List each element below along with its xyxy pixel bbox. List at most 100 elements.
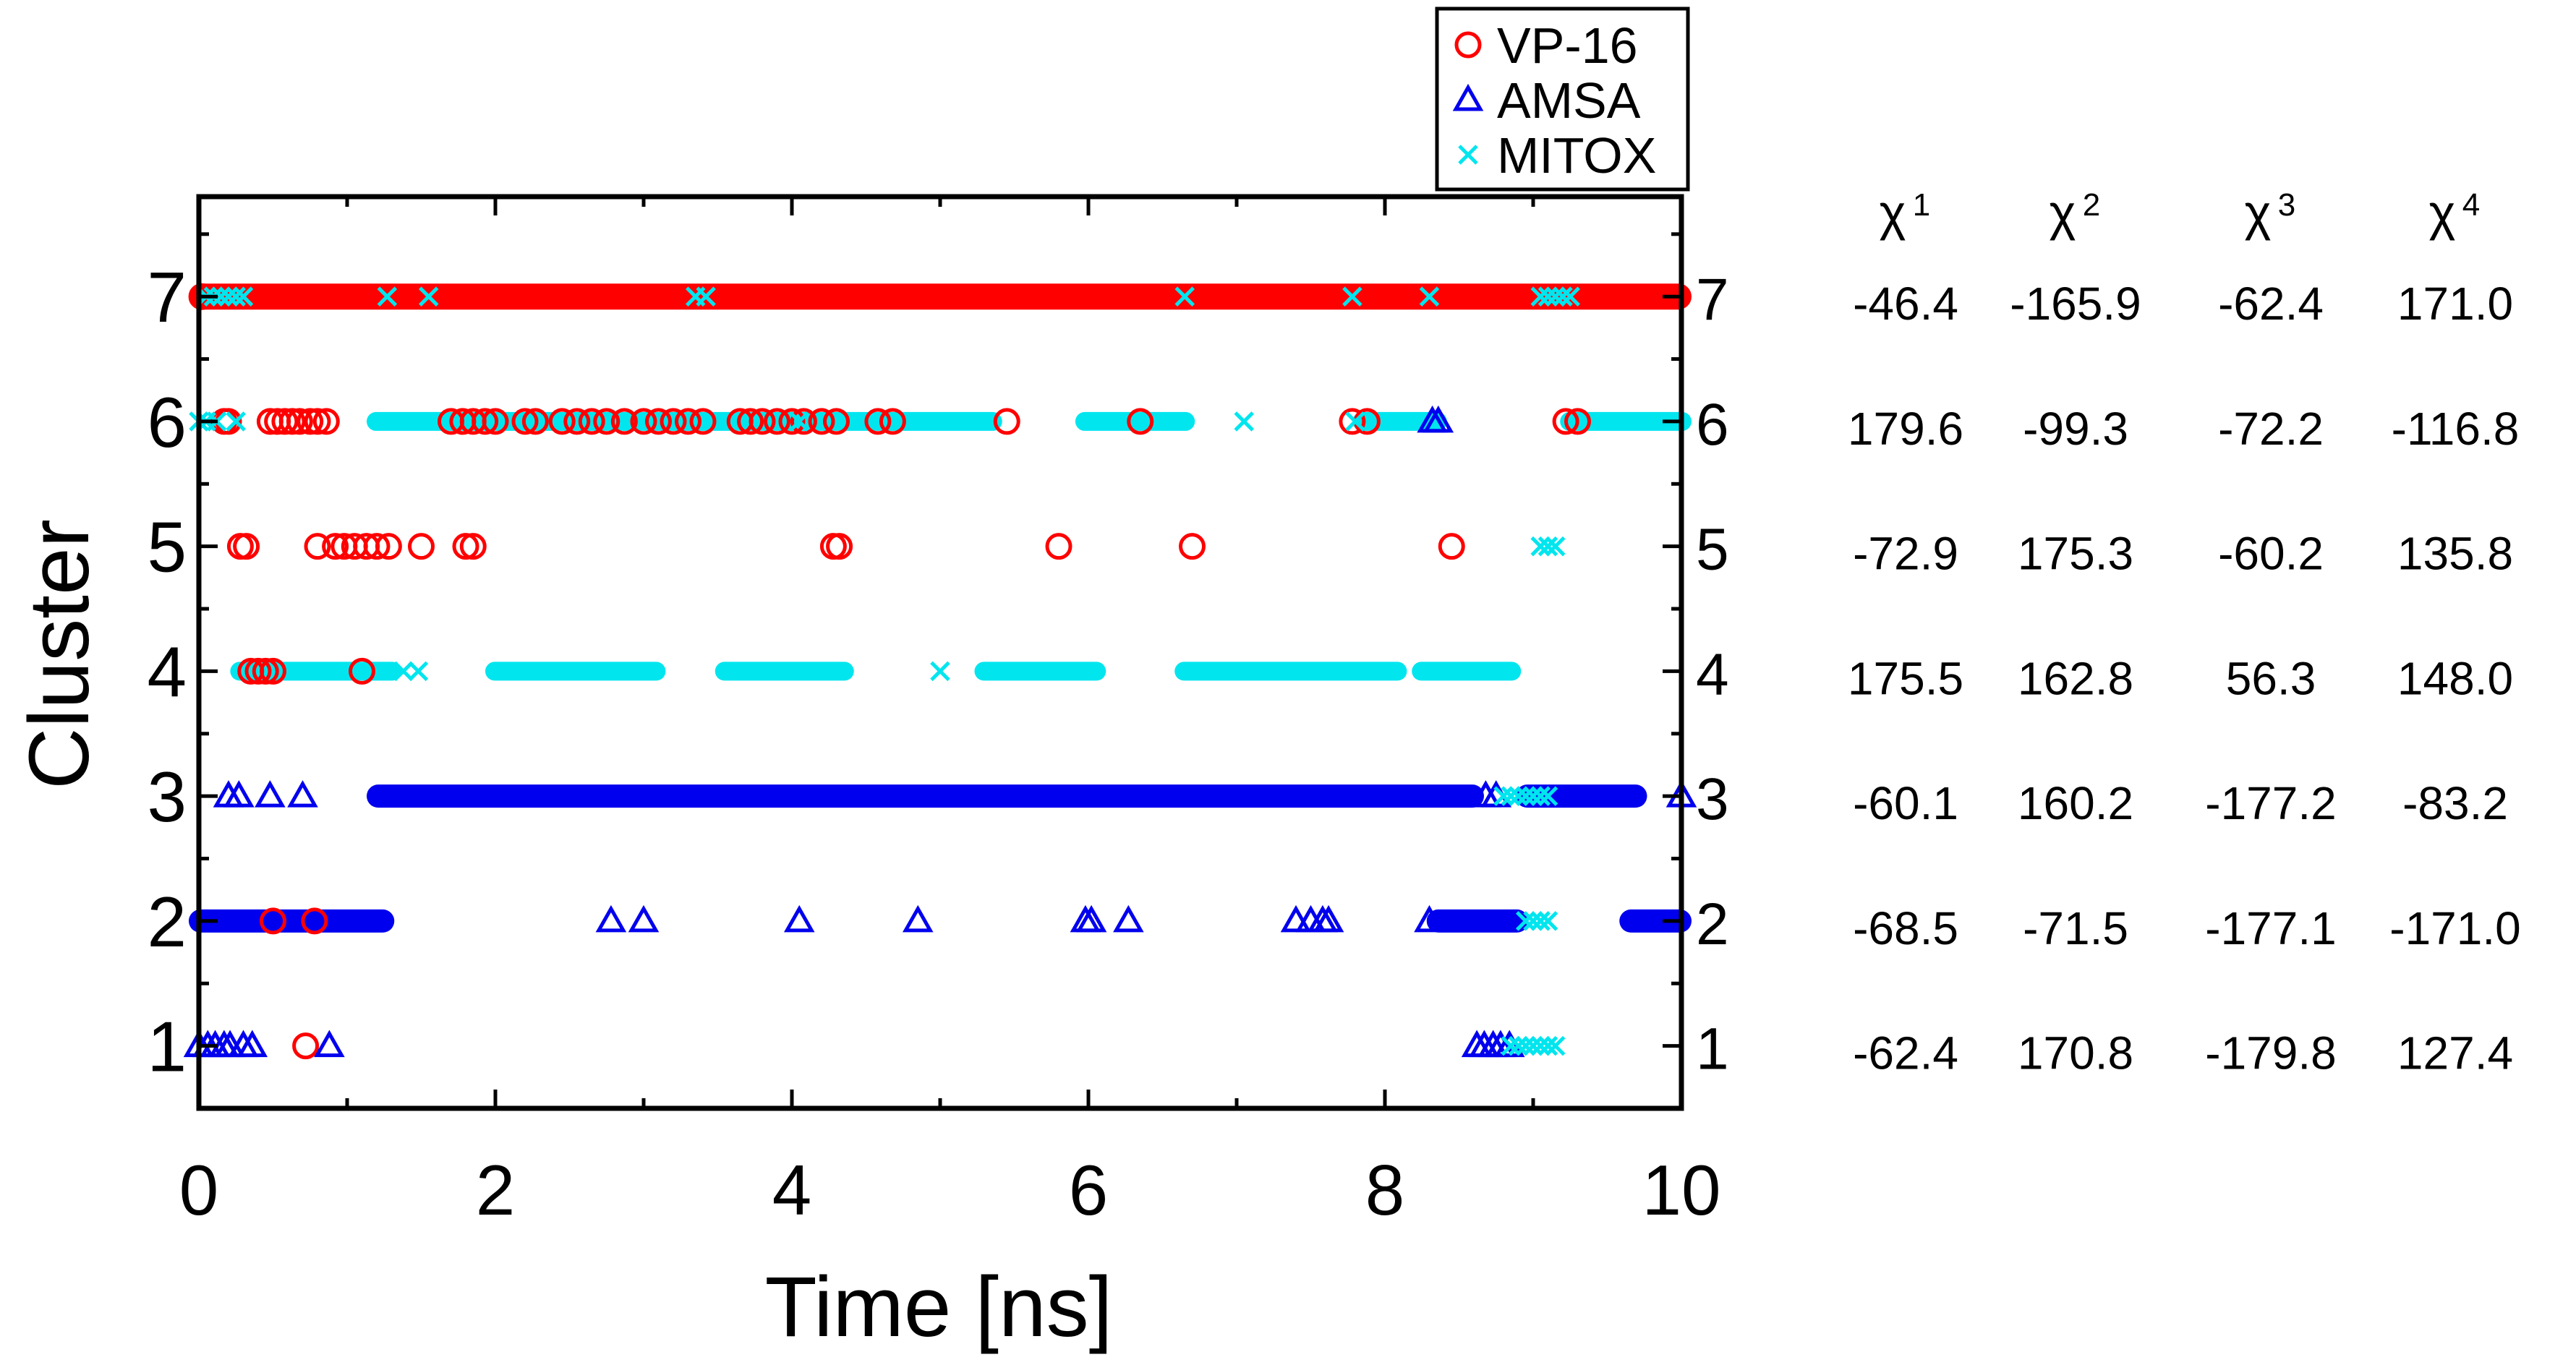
- vp-16-point: [1045, 533, 1072, 560]
- x-tick-label: 10: [1642, 1150, 1720, 1230]
- vp-16-point: [278, 408, 306, 435]
- vp-16-point: [233, 533, 260, 560]
- mitox-point: [233, 286, 254, 307]
- dihedral-value: -60.1: [1853, 777, 1958, 829]
- dihedral-value: -177.2: [2205, 777, 2336, 829]
- vp-16-point: [322, 533, 349, 560]
- vp-16-point: [879, 408, 906, 435]
- mitox-point: [1545, 1035, 1566, 1056]
- mitox-point: [1560, 286, 1581, 307]
- mitox-point: [1493, 786, 1514, 806]
- dihedral-value: 160.2: [2018, 777, 2133, 829]
- mitox-point: [1515, 911, 1536, 931]
- mitox-point: [696, 286, 716, 307]
- mitox-point: [1419, 286, 1440, 307]
- right-y-tick-label: 7: [1696, 267, 1729, 333]
- mitox-band: [485, 662, 666, 681]
- dihedral-value: 56.3: [2226, 652, 2316, 704]
- mitox-point: [930, 661, 950, 682]
- vp-16-point: [563, 408, 591, 435]
- amsa-point: [783, 904, 815, 933]
- vp-16-point: [790, 408, 817, 435]
- mitox-point: [1515, 786, 1536, 806]
- vp-16-point: [244, 657, 272, 685]
- vp-16-point: [1127, 408, 1154, 435]
- dihedral-value: -46.4: [1853, 278, 1958, 330]
- y-tick-label: 6: [147, 382, 187, 462]
- amsa-point: [1113, 904, 1144, 933]
- vp-16-point: [630, 408, 657, 435]
- vp-16-point: [1564, 408, 1591, 435]
- legend-label-mitox: MITOX: [1497, 127, 1656, 184]
- mitox-point: [218, 286, 239, 307]
- vp-16-point: [645, 408, 672, 435]
- dihedral-value: -83.2: [2402, 777, 2508, 829]
- mitox-point: [1234, 411, 1255, 432]
- mitox-point: [1508, 786, 1529, 806]
- mitox-band: [1075, 411, 1195, 431]
- vp-16-point: [826, 533, 853, 560]
- amsa-point: [314, 1030, 345, 1058]
- chi-header-1: χ: [1880, 184, 1906, 241]
- mitox-point: [226, 411, 247, 432]
- mitox-point: [377, 286, 398, 307]
- amsa-point: [1280, 904, 1312, 933]
- vp-16-point: [260, 657, 286, 685]
- mitox-point: [1523, 911, 1543, 931]
- mitox-band: [230, 662, 402, 681]
- vp-16-point: [689, 408, 717, 435]
- dihedral-value: 127.4: [2397, 1027, 2513, 1079]
- vp-16-point: [864, 408, 892, 435]
- amsa-point: [236, 1030, 268, 1058]
- vp-16-point: [737, 408, 764, 435]
- vp-16-band: [189, 283, 1692, 310]
- mitox-point: [1545, 286, 1566, 307]
- mitox-band: [1560, 411, 1692, 431]
- plot-frame: [196, 194, 1684, 1111]
- dihedral-value: -60.2: [2218, 528, 2324, 580]
- dihedral-value: -72.2: [2218, 403, 2324, 455]
- dihedral-value: 162.8: [2018, 652, 2133, 704]
- amsa-point: [595, 904, 627, 933]
- mitox-point: [1515, 1035, 1536, 1056]
- mitox-point: [1523, 1035, 1543, 1056]
- mitox-point: [1553, 286, 1573, 307]
- mitox-point: [408, 661, 429, 682]
- vp-16-point: [823, 408, 850, 435]
- dihedral-value: -72.9: [1853, 528, 1958, 580]
- mitox-band: [1412, 662, 1522, 681]
- x-tick-label: 6: [1069, 1150, 1109, 1230]
- mitox-point: [1530, 286, 1551, 307]
- amsa-band: [1426, 909, 1529, 933]
- legend-marker-mitox: [1458, 145, 1478, 165]
- dihedral-value: -99.3: [2023, 403, 2128, 455]
- vp-16-point: [548, 408, 576, 435]
- vp-16-point: [593, 408, 620, 435]
- vp-16-point: [1552, 408, 1579, 435]
- amsa-point: [1414, 904, 1445, 933]
- y-tick-label: 1: [147, 1007, 187, 1087]
- mitox-point: [226, 286, 247, 307]
- y-tick-label: 7: [147, 257, 187, 337]
- dihedral-value: 135.8: [2397, 528, 2513, 580]
- dihedral-value: -165.9: [2010, 278, 2141, 330]
- vp-16-point: [808, 408, 835, 435]
- mitox-point: [210, 286, 231, 307]
- vp-16-point: [349, 657, 375, 685]
- vp-16-point: [271, 408, 299, 435]
- vp-16-point: [375, 533, 402, 560]
- x-tick-label: 2: [476, 1150, 516, 1230]
- dihedral-value: -177.1: [2205, 902, 2336, 954]
- mitox-point: [1538, 536, 1558, 557]
- right-y-tick-label: 6: [1696, 392, 1729, 458]
- axis-ticks: [197, 197, 1684, 1108]
- vp-16-point: [610, 408, 638, 435]
- x-tick-label: 4: [772, 1150, 812, 1230]
- mitox-point: [418, 286, 439, 307]
- vp-16-point: [778, 408, 806, 435]
- chi-header-3: χ: [2245, 184, 2272, 241]
- chi-header-4: χ: [2429, 184, 2456, 241]
